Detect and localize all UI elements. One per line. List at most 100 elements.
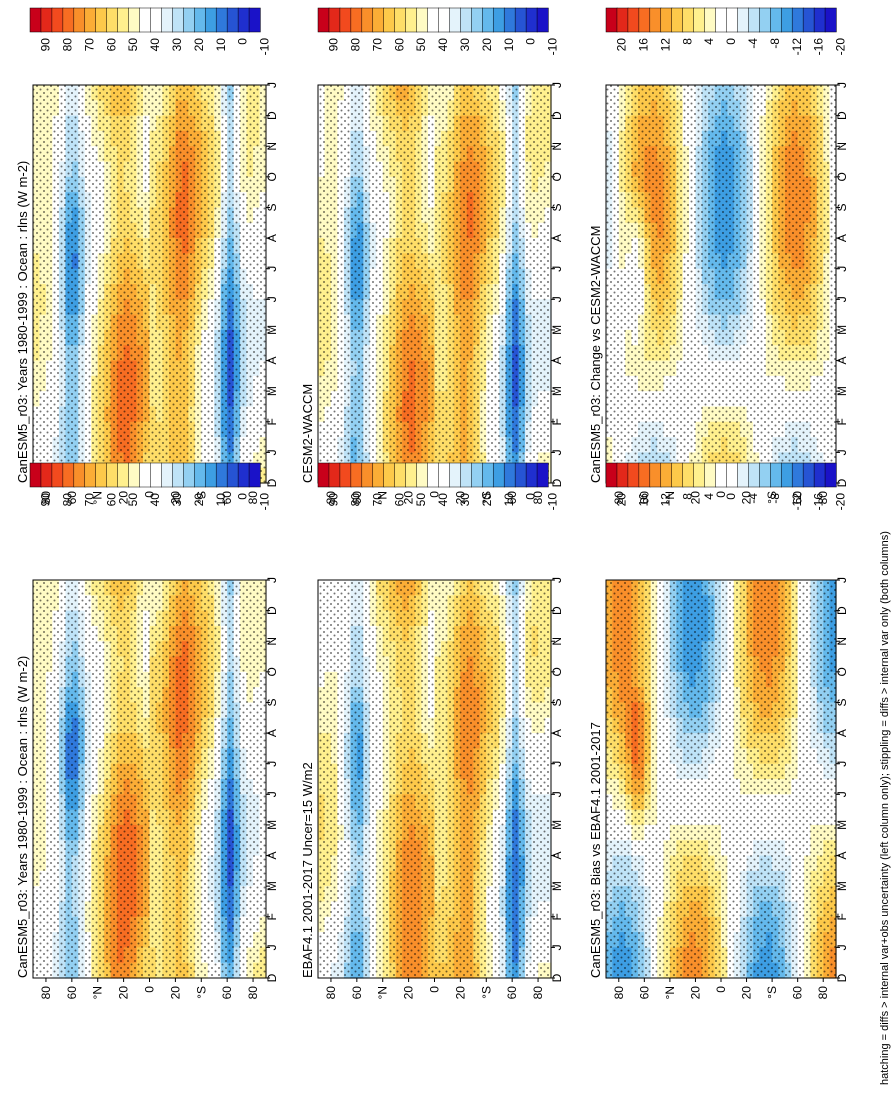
lat-tick-label: 80 bbox=[531, 986, 545, 1000]
lat-tick-label: 20 bbox=[453, 491, 467, 505]
lat-tick-label: 0 bbox=[428, 986, 442, 993]
month-tick-label: J bbox=[550, 791, 564, 797]
month-tick-label: J bbox=[265, 577, 279, 583]
month-tick-label: S bbox=[265, 203, 279, 211]
month-tick-label: N bbox=[550, 142, 564, 151]
lat-tick-label: °S bbox=[194, 491, 208, 504]
month-tick-label: F bbox=[265, 913, 279, 920]
lat-tick-label: °N bbox=[376, 491, 390, 504]
month-tick-label: A bbox=[550, 357, 564, 365]
lat-tick-label: 60 bbox=[220, 986, 234, 1000]
month-tick-label: S bbox=[550, 203, 564, 211]
month-tick-label: M bbox=[550, 386, 564, 396]
panel-title: CanESM5_r03: Years 1980-1999 : Ocean : r… bbox=[15, 656, 30, 978]
month-tick-label: F bbox=[835, 418, 849, 425]
lat-tick-label: 80 bbox=[39, 986, 53, 1000]
month-tick-label: J bbox=[550, 761, 564, 767]
lat-tick-label: 20 bbox=[453, 986, 467, 1000]
panel-p2: 80 60 °N 20 0 20 °S 60 80DJFMAMJJASONDJCanESM5_r… bbox=[15, 82, 279, 504]
stippling bbox=[606, 85, 836, 483]
stippling bbox=[318, 85, 551, 483]
month-tick-label: O bbox=[550, 172, 564, 181]
month-tick-label: J bbox=[835, 449, 849, 455]
month-tick-label: M bbox=[835, 386, 849, 396]
month-tick-label: N bbox=[265, 637, 279, 646]
month-tick-label: J bbox=[265, 449, 279, 455]
lat-tick-label: °N bbox=[91, 491, 105, 504]
lat-tick-label: °N bbox=[663, 491, 677, 504]
footnote: hatching = diffs > internal var+obs unce… bbox=[879, 531, 891, 1085]
panels-group: 80 60 °N 20 0 20 °S 60 80 D J F M A M J J A S O N D J CanESM5_r… bbox=[15, 7, 849, 1000]
panel-title: CESM2-WACCM bbox=[300, 384, 315, 483]
month-tick-label: J bbox=[835, 266, 849, 272]
month-tick-label: O bbox=[835, 172, 849, 181]
panel-p5: 80 60 °N 20 0 20 °S 60 80DJFMAMJJASONDJCanESM5_r… bbox=[588, 577, 849, 999]
month-tick-label: O bbox=[550, 667, 564, 676]
month-tick-label: A bbox=[550, 852, 564, 860]
month-tick-label: S bbox=[265, 698, 279, 706]
lat-tick-label: 0 bbox=[428, 491, 442, 498]
month-tick-label: J bbox=[265, 761, 279, 767]
month-tick-label: J bbox=[550, 944, 564, 950]
lat-tick-label: 60 bbox=[505, 986, 519, 1000]
month-tick-label: J bbox=[265, 266, 279, 272]
month-tick-label: D bbox=[550, 606, 564, 615]
lat-tick-label: °N bbox=[376, 986, 390, 999]
month-tick-label: A bbox=[265, 357, 279, 365]
lat-tick-label: 20 bbox=[402, 986, 416, 1000]
lat-tick-label: 60 bbox=[65, 986, 79, 1000]
month-tick-label: D bbox=[265, 973, 279, 982]
month-tick-label: D bbox=[265, 478, 279, 487]
lat-tick-label: 80 bbox=[246, 986, 260, 1000]
month-tick-label: A bbox=[835, 357, 849, 365]
lat-tick-label: 20 bbox=[117, 491, 131, 505]
lat-tick-label: 80 bbox=[612, 491, 626, 505]
month-tick-label: A bbox=[265, 852, 279, 860]
lat-tick-label: 80 bbox=[324, 491, 338, 505]
month-tick-label: D bbox=[265, 606, 279, 615]
lat-tick-label: 60 bbox=[350, 986, 364, 1000]
month-tick-label: F bbox=[550, 913, 564, 920]
lat-tick-label: 20 bbox=[117, 986, 131, 1000]
month-tick-label: J bbox=[550, 82, 564, 88]
month-tick-label: J bbox=[550, 449, 564, 455]
lat-tick-label: 80 bbox=[816, 491, 830, 505]
lat-tick-label: 60 bbox=[505, 491, 519, 505]
lat-tick-label: 20 bbox=[168, 986, 182, 1000]
lat-tick-label: °N bbox=[91, 986, 105, 999]
lat-tick-label: 0 bbox=[714, 491, 728, 498]
lat-tick-label: °S bbox=[765, 491, 779, 504]
month-tick-label: N bbox=[835, 142, 849, 151]
month-tick-label: A bbox=[550, 729, 564, 737]
month-tick-label: J bbox=[265, 791, 279, 797]
month-tick-label: F bbox=[265, 418, 279, 425]
month-tick-label: J bbox=[835, 82, 849, 88]
lat-tick-label: 60 bbox=[350, 491, 364, 505]
lat-tick-label: °S bbox=[194, 986, 208, 999]
month-tick-label: J bbox=[265, 944, 279, 950]
month-tick-label: A bbox=[835, 234, 849, 242]
lat-tick-label: °S bbox=[479, 491, 493, 504]
panel-title: EBAF4.1 2001-2017 Uncer=15 W/m2 bbox=[300, 762, 315, 978]
month-tick-label: M bbox=[550, 325, 564, 335]
stippling bbox=[318, 580, 551, 978]
month-tick-label: J bbox=[550, 577, 564, 583]
lat-tick-label: 20 bbox=[168, 491, 182, 505]
lat-tick-label: 80 bbox=[246, 491, 260, 505]
lat-tick-label: 0 bbox=[143, 491, 157, 498]
lat-tick-label: 0 bbox=[143, 986, 157, 993]
lat-tick-label: 20 bbox=[688, 491, 702, 505]
month-tick-label: D bbox=[550, 478, 564, 487]
month-tick-label: D bbox=[550, 973, 564, 982]
month-tick-label: D bbox=[835, 478, 849, 487]
month-tick-label: M bbox=[265, 820, 279, 830]
month-tick-label: M bbox=[550, 820, 564, 830]
month-tick-label: J bbox=[550, 296, 564, 302]
lat-tick-label: 60 bbox=[65, 491, 79, 505]
month-tick-label: J bbox=[550, 266, 564, 272]
month-tick-label: A bbox=[265, 234, 279, 242]
month-tick-label: M bbox=[265, 325, 279, 335]
panel-p4: 80 60 °N 20 0 20 °S 60 80DJFMAMJJASONDJCESM2-WAC… bbox=[300, 82, 564, 504]
